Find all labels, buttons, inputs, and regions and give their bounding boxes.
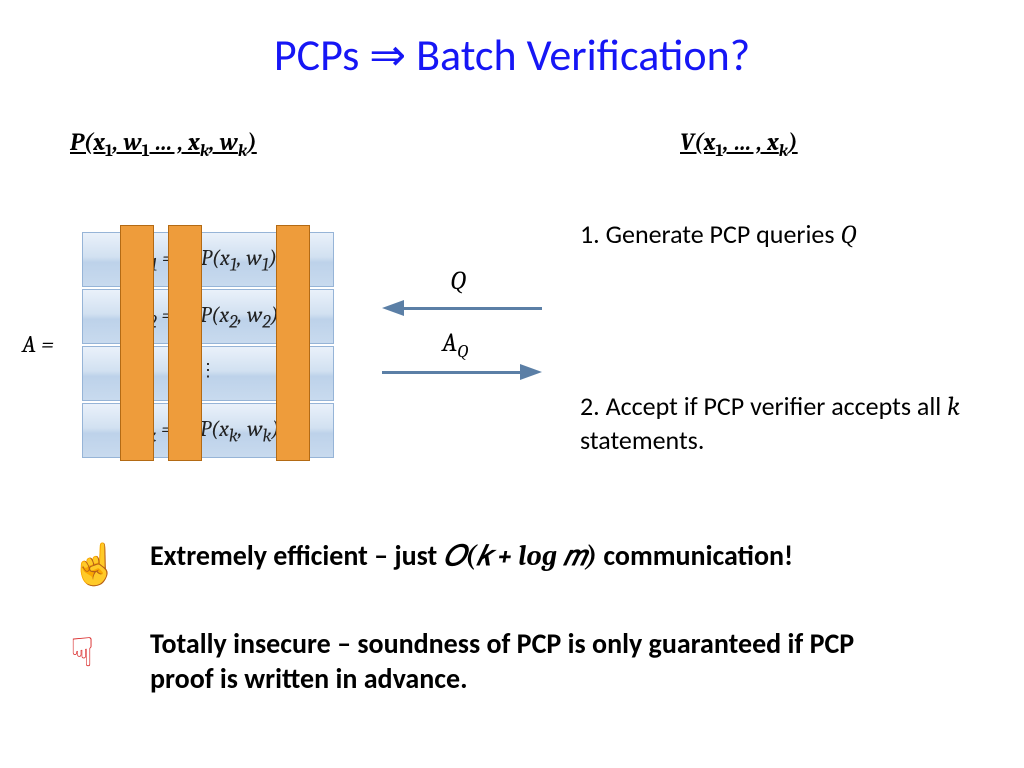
step-2-text: 2. Accept if PCP verifier accepts all k … bbox=[580, 390, 1024, 456]
query-column-bar bbox=[168, 225, 202, 461]
step-1-text: 1. Generate PCP queries Q bbox=[580, 218, 857, 250]
arrow-q-label: Q bbox=[450, 266, 466, 296]
query-column-bar bbox=[276, 225, 310, 461]
arrow-aq-label: AQ bbox=[442, 328, 468, 362]
prover-heading: P(x1, w1 … , xk, wk) bbox=[70, 128, 257, 161]
complexity-math: 𝑂(𝑘 + log 𝑚) bbox=[444, 540, 597, 572]
title-pre: PCPs bbox=[274, 28, 369, 82]
matrix-label: A = bbox=[22, 330, 54, 358]
slide-title: PCPs ⇒ Batch Verification? bbox=[0, 0, 1024, 82]
title-arrow: ⇒ bbox=[369, 28, 406, 82]
query-column-bar bbox=[120, 225, 154, 461]
summary-negative: ☟ Totally insecure – soundness of PCP is… bbox=[70, 626, 900, 696]
verifier-heading: V(x1, … , xk) bbox=[680, 128, 798, 161]
title-post: Batch Verification? bbox=[406, 28, 750, 82]
summary-positive: ☝ Extremely efficient – just 𝑂(𝑘 + log 𝑚… bbox=[70, 538, 900, 574]
thumbs-down-icon: ☟ bbox=[70, 628, 94, 678]
thumbs-up-icon: ☝ bbox=[70, 540, 120, 590]
